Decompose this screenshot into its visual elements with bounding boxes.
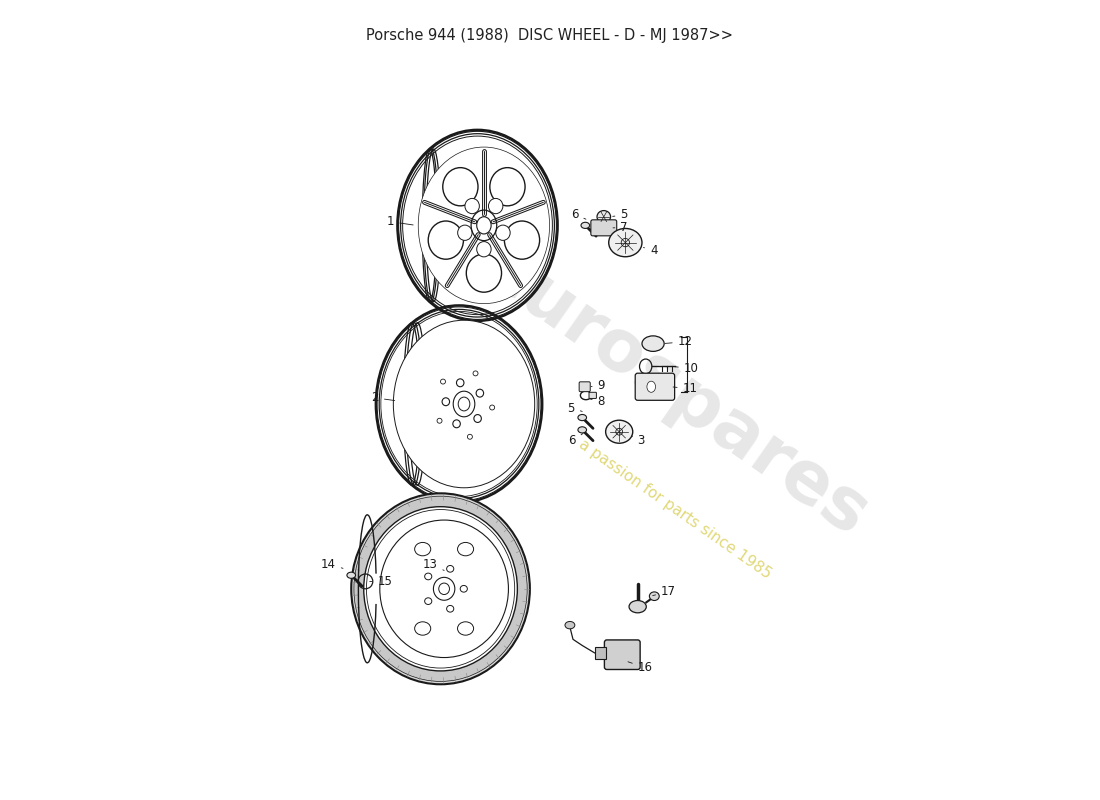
Ellipse shape [354, 496, 527, 682]
Ellipse shape [394, 320, 535, 488]
Ellipse shape [460, 586, 467, 592]
Text: 11: 11 [673, 382, 697, 395]
Text: 5: 5 [568, 402, 582, 415]
Ellipse shape [496, 225, 510, 240]
Ellipse shape [458, 225, 472, 240]
Ellipse shape [578, 426, 586, 433]
Text: 4: 4 [644, 243, 658, 257]
Ellipse shape [488, 198, 503, 214]
Ellipse shape [415, 542, 431, 556]
Text: 6: 6 [569, 434, 583, 447]
Ellipse shape [565, 622, 575, 629]
Ellipse shape [476, 242, 491, 257]
Ellipse shape [364, 506, 517, 671]
Text: a passion for parts since 1985: a passion for parts since 1985 [575, 436, 773, 581]
Ellipse shape [597, 210, 611, 223]
FancyBboxPatch shape [635, 373, 674, 400]
Ellipse shape [418, 147, 550, 304]
Ellipse shape [608, 229, 642, 257]
Ellipse shape [581, 222, 590, 229]
Text: 3: 3 [631, 434, 645, 447]
Ellipse shape [346, 572, 355, 578]
Ellipse shape [459, 397, 470, 411]
Text: 12: 12 [666, 335, 693, 348]
Text: 17: 17 [652, 586, 676, 598]
Ellipse shape [473, 371, 478, 376]
Text: 6: 6 [571, 208, 586, 221]
Ellipse shape [629, 601, 647, 613]
Ellipse shape [468, 434, 472, 439]
Ellipse shape [440, 379, 446, 384]
Text: 8: 8 [591, 395, 605, 408]
Ellipse shape [425, 573, 432, 580]
Ellipse shape [456, 379, 464, 386]
Ellipse shape [425, 598, 432, 605]
Ellipse shape [458, 542, 474, 556]
Ellipse shape [439, 583, 450, 594]
Ellipse shape [447, 566, 454, 572]
Bar [594, 646, 606, 659]
Ellipse shape [505, 221, 540, 259]
Ellipse shape [415, 622, 431, 635]
Ellipse shape [465, 198, 480, 214]
Text: 2: 2 [372, 391, 395, 404]
Text: 7: 7 [613, 222, 628, 234]
Ellipse shape [476, 217, 491, 234]
Ellipse shape [437, 418, 442, 423]
Ellipse shape [466, 254, 502, 292]
Ellipse shape [647, 382, 656, 392]
Text: 14: 14 [321, 558, 343, 570]
Text: 9: 9 [591, 379, 605, 392]
FancyBboxPatch shape [604, 640, 640, 670]
Ellipse shape [428, 221, 463, 259]
Ellipse shape [642, 336, 664, 351]
FancyBboxPatch shape [579, 382, 591, 392]
Ellipse shape [578, 414, 586, 421]
Text: 15: 15 [370, 575, 393, 588]
Text: Porsche 944 (1988)  DISC WHEEL - D - MJ 1987>>: Porsche 944 (1988) DISC WHEEL - D - MJ 1… [366, 28, 734, 43]
Text: 10: 10 [674, 362, 698, 374]
Text: 1: 1 [387, 215, 414, 228]
Ellipse shape [442, 398, 450, 406]
Ellipse shape [443, 168, 478, 206]
Ellipse shape [606, 420, 632, 443]
FancyBboxPatch shape [591, 220, 617, 236]
Ellipse shape [447, 606, 454, 612]
Ellipse shape [476, 390, 484, 397]
Text: 13: 13 [422, 558, 444, 570]
Text: eurospares: eurospares [468, 232, 881, 551]
Ellipse shape [379, 520, 508, 658]
Text: 5: 5 [613, 208, 628, 222]
Ellipse shape [351, 494, 530, 684]
FancyBboxPatch shape [588, 392, 596, 398]
Ellipse shape [649, 592, 659, 601]
Text: 16: 16 [628, 661, 652, 674]
Ellipse shape [474, 414, 482, 422]
Ellipse shape [490, 168, 525, 206]
Ellipse shape [490, 405, 495, 410]
Ellipse shape [458, 622, 474, 635]
Ellipse shape [453, 420, 460, 428]
